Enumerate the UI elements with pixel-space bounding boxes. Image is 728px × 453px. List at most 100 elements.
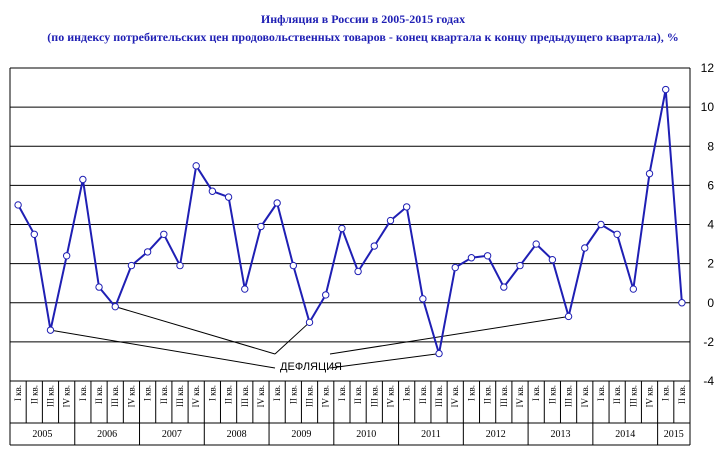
- data-point: [224, 193, 233, 201]
- year-label: 2013: [550, 429, 570, 440]
- year-label: 2011: [421, 429, 441, 440]
- quarter-label: III кв.: [564, 385, 574, 407]
- quarter-label: I кв.: [531, 385, 541, 401]
- data-point: [192, 162, 200, 170]
- year-label: 2008: [227, 429, 247, 440]
- y-tick-label: 8: [707, 139, 714, 153]
- quarter-label: III кв.: [240, 385, 250, 407]
- year-label: 2006: [97, 429, 117, 440]
- y-tick-label: 0: [707, 296, 714, 310]
- quarter-label: I кв.: [272, 385, 282, 401]
- data-point: [30, 230, 38, 238]
- quarter-label: III кв.: [305, 385, 315, 407]
- data-point: [597, 220, 605, 229]
- data-point: [516, 261, 524, 270]
- data-point: [435, 349, 443, 358]
- quarter-label: I кв.: [466, 385, 476, 401]
- data-point: [176, 261, 184, 270]
- data-point: [564, 312, 573, 321]
- quarter-label: I кв.: [337, 385, 347, 401]
- quarter-label: II кв.: [159, 385, 169, 404]
- quarter-label: III кв.: [434, 385, 444, 407]
- data-point: [160, 230, 168, 238]
- data-point: [289, 261, 298, 270]
- quarter-label: IV кв.: [321, 385, 331, 407]
- quarter-label: I кв.: [78, 385, 88, 401]
- quarter-label: IV кв.: [62, 385, 72, 407]
- quarter-label: III кв.: [499, 385, 509, 407]
- data-point: [62, 252, 71, 260]
- quarter-label: III кв.: [369, 385, 379, 407]
- quarter-label: I кв.: [661, 385, 671, 401]
- deflation-label: ДЕФЛЯЦИЯ: [280, 361, 342, 373]
- deflation-annotation: ДЕФЛЯЦИЯ: [50, 306, 569, 373]
- y-tick-label: 4: [707, 218, 714, 232]
- quarter-label: I кв.: [596, 385, 606, 401]
- quarter-label: IV кв.: [256, 385, 266, 407]
- quarter-label: IV кв.: [645, 385, 655, 407]
- data-point: [419, 295, 427, 303]
- quarter-label: IV кв.: [126, 385, 136, 407]
- year-label: 2005: [32, 429, 52, 440]
- quarter-label: I кв.: [402, 385, 412, 401]
- data-point: [305, 318, 314, 327]
- data-point: [322, 291, 330, 299]
- quarter-label: IV кв.: [191, 385, 201, 407]
- quarter-label: II кв.: [483, 385, 493, 404]
- data-point: [14, 201, 22, 209]
- data-point: [548, 256, 557, 264]
- data-point: [451, 263, 459, 272]
- quarter-label: II кв.: [29, 385, 39, 404]
- chart-title: Инфляция в России в 2005-2015 годах: [261, 12, 465, 26]
- data-point: [370, 242, 378, 250]
- quarter-label: II кв.: [677, 385, 687, 404]
- data-point: [257, 222, 265, 231]
- data-point: [95, 283, 103, 291]
- year-label: 2007: [162, 429, 182, 440]
- data-point: [127, 261, 136, 270]
- y-tick-label: 10: [701, 100, 715, 114]
- quarter-label: II кв.: [94, 385, 104, 404]
- data-point: [143, 248, 152, 256]
- quarter-label: IV кв.: [450, 385, 460, 407]
- y-tick-label: -2: [703, 335, 714, 349]
- data-point: [678, 299, 686, 307]
- data-point: [500, 283, 508, 291]
- data-points: [14, 85, 686, 358]
- quarter-label: I кв.: [13, 385, 23, 401]
- y-tick-label: -4: [703, 374, 714, 388]
- data-point: [111, 302, 119, 311]
- data-point: [662, 85, 670, 94]
- data-point: [645, 169, 654, 178]
- quarter-label: III кв.: [45, 385, 55, 407]
- data-point: [79, 175, 87, 184]
- quarter-label: I кв.: [143, 385, 153, 401]
- data-point: [581, 244, 589, 252]
- year-label: 2010: [356, 429, 376, 440]
- quarter-label: II кв.: [612, 385, 622, 404]
- y-tick-label: 6: [707, 178, 714, 192]
- y-tick-label: 12: [701, 61, 715, 75]
- quarter-label: IV кв.: [515, 385, 525, 407]
- data-point: [402, 203, 411, 211]
- y-axis-ticks: -4 -2 0 2 4 6 8 10 12: [701, 61, 715, 388]
- quarter-label: III кв.: [628, 385, 638, 407]
- data-point: [241, 285, 249, 293]
- deflation-leader-line: [274, 321, 310, 355]
- quarter-label: II кв.: [418, 385, 428, 404]
- series-line: [17, 88, 683, 355]
- y-tick-label: 2: [707, 257, 714, 271]
- x-axis: I кв. II кв. III кв. IV кв. I кв. II кв. III к…: [9, 381, 691, 446]
- data-point: [208, 187, 217, 195]
- data-point: [338, 224, 346, 233]
- deflation-leader-line: [329, 315, 569, 355]
- quarter-label: III кв.: [110, 385, 120, 407]
- year-label: 2009: [291, 429, 311, 440]
- data-point: [46, 326, 55, 334]
- year-label: 2015: [664, 429, 684, 440]
- quarter-label: II кв.: [547, 385, 557, 404]
- data-point: [613, 230, 621, 238]
- deflation-leader-line: [115, 306, 276, 355]
- data-point: [467, 254, 476, 262]
